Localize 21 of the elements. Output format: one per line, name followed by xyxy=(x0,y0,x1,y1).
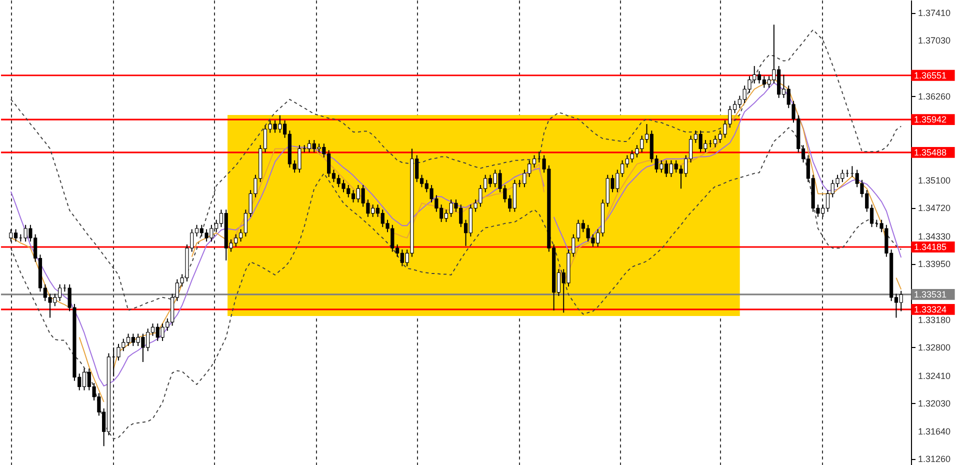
y-tick-label: 1.31640 xyxy=(918,426,951,437)
y-tick-label: 1.37410 xyxy=(918,8,951,18)
line-series xyxy=(10,29,902,311)
y-tick-label: 1.37030 xyxy=(918,36,951,46)
line-series xyxy=(10,127,902,440)
y-tick-label: 1.31260 xyxy=(918,454,951,464)
ref-line-label: 1.36551 xyxy=(914,70,947,80)
y-tick-label: 1.32800 xyxy=(918,342,951,352)
y-tick-label: 1.34330 xyxy=(918,231,951,242)
y-tick-label: 1.35100 xyxy=(918,176,951,186)
ref-line-label: 1.33531 xyxy=(914,289,947,300)
y-tick-label: 1.36260 xyxy=(918,91,951,102)
ref-line-label: 1.33324 xyxy=(914,304,947,314)
y-tick-label: 1.32410 xyxy=(918,370,951,381)
ref-line-label: 1.35488 xyxy=(914,147,947,158)
ref-line-label: 1.35942 xyxy=(914,114,947,125)
y-tick-label: 1.32030 xyxy=(918,398,951,408)
ref-line-label: 1.34185 xyxy=(914,242,947,252)
y-tick-label: 1.34720 xyxy=(918,203,951,214)
y-tick-label: 1.33180 xyxy=(918,314,951,325)
y-tick-label: 1.33950 xyxy=(918,259,951,270)
